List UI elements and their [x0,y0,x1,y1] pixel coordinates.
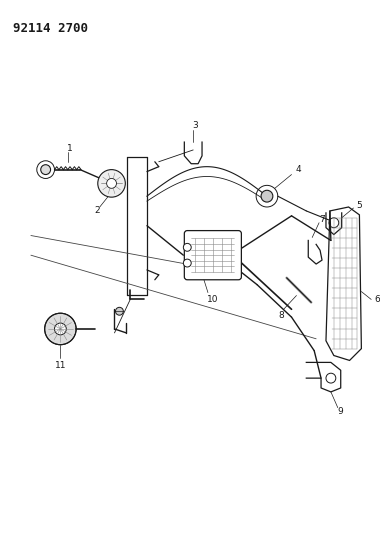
Text: 7: 7 [319,215,325,224]
Text: 5: 5 [356,200,362,209]
Circle shape [41,165,51,174]
Circle shape [326,373,336,383]
Circle shape [45,313,76,345]
Text: 6: 6 [374,295,380,304]
Circle shape [183,244,191,251]
Text: 8: 8 [279,311,285,320]
Circle shape [261,190,273,202]
Text: 92114 2700: 92114 2700 [13,22,88,35]
Text: 11: 11 [55,361,66,370]
FancyBboxPatch shape [184,231,241,280]
Text: 1: 1 [67,144,73,154]
Circle shape [54,323,66,335]
Circle shape [98,169,125,197]
Text: 2: 2 [94,206,100,215]
Text: 9: 9 [338,407,344,416]
Text: 4: 4 [296,165,301,174]
Text: 3: 3 [192,121,198,130]
Text: 10: 10 [207,295,218,304]
Circle shape [183,259,191,267]
Circle shape [116,308,124,315]
Circle shape [107,179,116,188]
Circle shape [329,218,339,228]
